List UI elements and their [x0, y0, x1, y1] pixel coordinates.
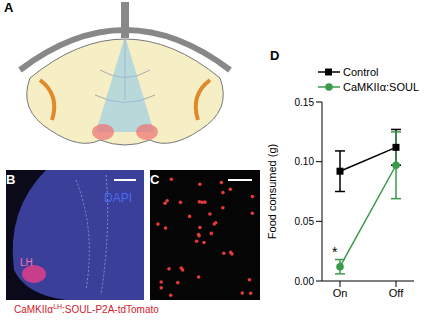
svg-text:DAPI: DAPI: [104, 191, 132, 205]
html-text:C: C: [150, 172, 160, 187]
svg-text:LH: LH: [20, 257, 33, 268]
html-text:D: D: [270, 48, 280, 63]
svg-text:On: On: [333, 287, 348, 299]
svg-text:0.15: 0.15: [295, 97, 315, 108]
html-text:Control: Control: [343, 65, 379, 78]
svg-text:0.00: 0.00: [295, 276, 315, 287]
html-text:A: A: [4, 0, 14, 15]
html-text:CaMKIIαLH:SOUL-P2A-tdTomato: CaMKIIαLH:SOUL-P2A-tdTomato: [14, 303, 159, 316]
svg-text:0.10: 0.10: [295, 156, 315, 167]
svg-text:*: *: [332, 244, 338, 260]
html-text:B: B: [6, 172, 16, 187]
html-text:CaMKIIα:SOUL: CaMKIIα:SOUL: [343, 80, 419, 93]
svg-text:Food consumed (g): Food consumed (g): [266, 144, 278, 239]
svg-text:Off: Off: [389, 287, 404, 299]
svg-text:0.05: 0.05: [295, 216, 315, 227]
